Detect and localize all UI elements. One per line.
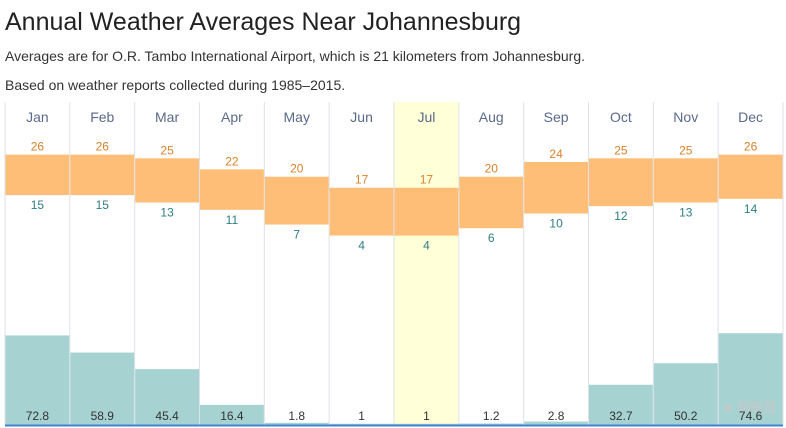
- month-label-jan: Jan: [26, 109, 49, 125]
- low-temp-label: 7: [293, 228, 300, 242]
- high-temp-label: 24: [549, 147, 563, 161]
- precip-label: 2.8: [548, 409, 565, 423]
- high-temp-label: 20: [485, 162, 499, 176]
- high-temp-label: 26: [96, 140, 110, 154]
- precip-label: 1.2: [483, 409, 500, 423]
- month-label-oct: Oct: [610, 109, 632, 125]
- precip-label: 32.7: [609, 409, 633, 423]
- high-temp-label: 22: [225, 154, 239, 168]
- precip-bar-aug: [459, 423, 524, 425]
- month-label-feb: Feb: [90, 109, 114, 125]
- temp-band-mar: [135, 158, 199, 203]
- highlight-column: [394, 102, 459, 425]
- precip-label: 72.8: [26, 409, 50, 423]
- month-label-apr: Apr: [221, 109, 243, 125]
- high-temp-label: 17: [355, 173, 369, 187]
- precip-label: 50.2: [674, 409, 698, 423]
- precip-bar-may: [264, 422, 329, 425]
- precip-bar-sep: [524, 421, 588, 425]
- watermark: ⊗ 网联盟: [722, 400, 776, 415]
- month-label-aug: Aug: [479, 109, 504, 125]
- precip-bar-jun: [329, 423, 394, 425]
- low-temp-label: 11: [226, 213, 239, 227]
- temp-band-sep: [524, 161, 588, 214]
- temp-band-feb: [70, 154, 135, 196]
- low-temp-label: 15: [96, 198, 110, 212]
- temp-band-jan: [5, 154, 70, 196]
- precip-bar-feb: [70, 352, 135, 425]
- precip-bar-apr: [200, 404, 264, 425]
- month-label-mar: Mar: [155, 109, 179, 125]
- temp-band-may: [264, 176, 329, 225]
- precip-bar-jan: [5, 335, 70, 425]
- temp-band-apr: [200, 169, 264, 210]
- temp-band-aug: [459, 176, 524, 229]
- low-temp-label: 13: [160, 205, 174, 219]
- low-temp-label: 4: [358, 239, 365, 253]
- temp-band-dec: [718, 154, 783, 199]
- temp-band-nov: [653, 158, 718, 203]
- precip-bar-dec: [718, 333, 783, 425]
- low-temp-label: 13: [679, 205, 693, 219]
- subtitle-location: Averages are for O.R. Tambo Internationa…: [5, 48, 585, 64]
- high-temp-label: 26: [31, 140, 45, 154]
- subtitle-period: Based on weather reports collected durin…: [5, 77, 346, 93]
- precip-label: 58.9: [91, 409, 115, 423]
- page-title: Annual Weather Averages Near Johannesbur…: [5, 8, 522, 36]
- low-temp-label: 14: [744, 202, 758, 216]
- precip-label: 1.8: [288, 409, 305, 423]
- low-temp-label: 4: [423, 239, 430, 253]
- high-temp-label: 26: [744, 140, 758, 154]
- month-label-sep: Sep: [544, 109, 569, 125]
- precip-bar-oct: [589, 384, 653, 425]
- low-temp-label: 6: [488, 231, 495, 245]
- month-label-nov: Nov: [673, 109, 698, 125]
- precip-label: 1: [358, 409, 365, 423]
- month-label-may: May: [284, 109, 310, 125]
- high-temp-label: 25: [160, 143, 174, 157]
- month-label-dec: Dec: [738, 109, 763, 125]
- precip-label: 1: [423, 409, 430, 423]
- temp-band-jun: [329, 187, 394, 236]
- month-label-jun: Jun: [350, 109, 373, 125]
- precip-label: 45.4: [155, 409, 179, 423]
- precip-bar-jul: [394, 423, 459, 425]
- precip-label: 16.4: [220, 409, 244, 423]
- precip-label: 74.6: [739, 409, 763, 423]
- precip-bar-nov: [653, 363, 718, 425]
- temp-band-oct: [589, 158, 653, 207]
- high-temp-label: 17: [420, 173, 434, 187]
- month-label-jul: Jul: [417, 109, 435, 125]
- temp-band-jul: [394, 187, 459, 236]
- high-temp-label: 25: [614, 143, 628, 157]
- high-temp-label: 20: [290, 162, 304, 176]
- precip-bar-mar: [135, 369, 199, 425]
- low-temp-label: 10: [549, 217, 563, 231]
- low-temp-label: 12: [614, 209, 628, 223]
- high-temp-label: 25: [679, 143, 693, 157]
- low-temp-label: 15: [31, 198, 45, 212]
